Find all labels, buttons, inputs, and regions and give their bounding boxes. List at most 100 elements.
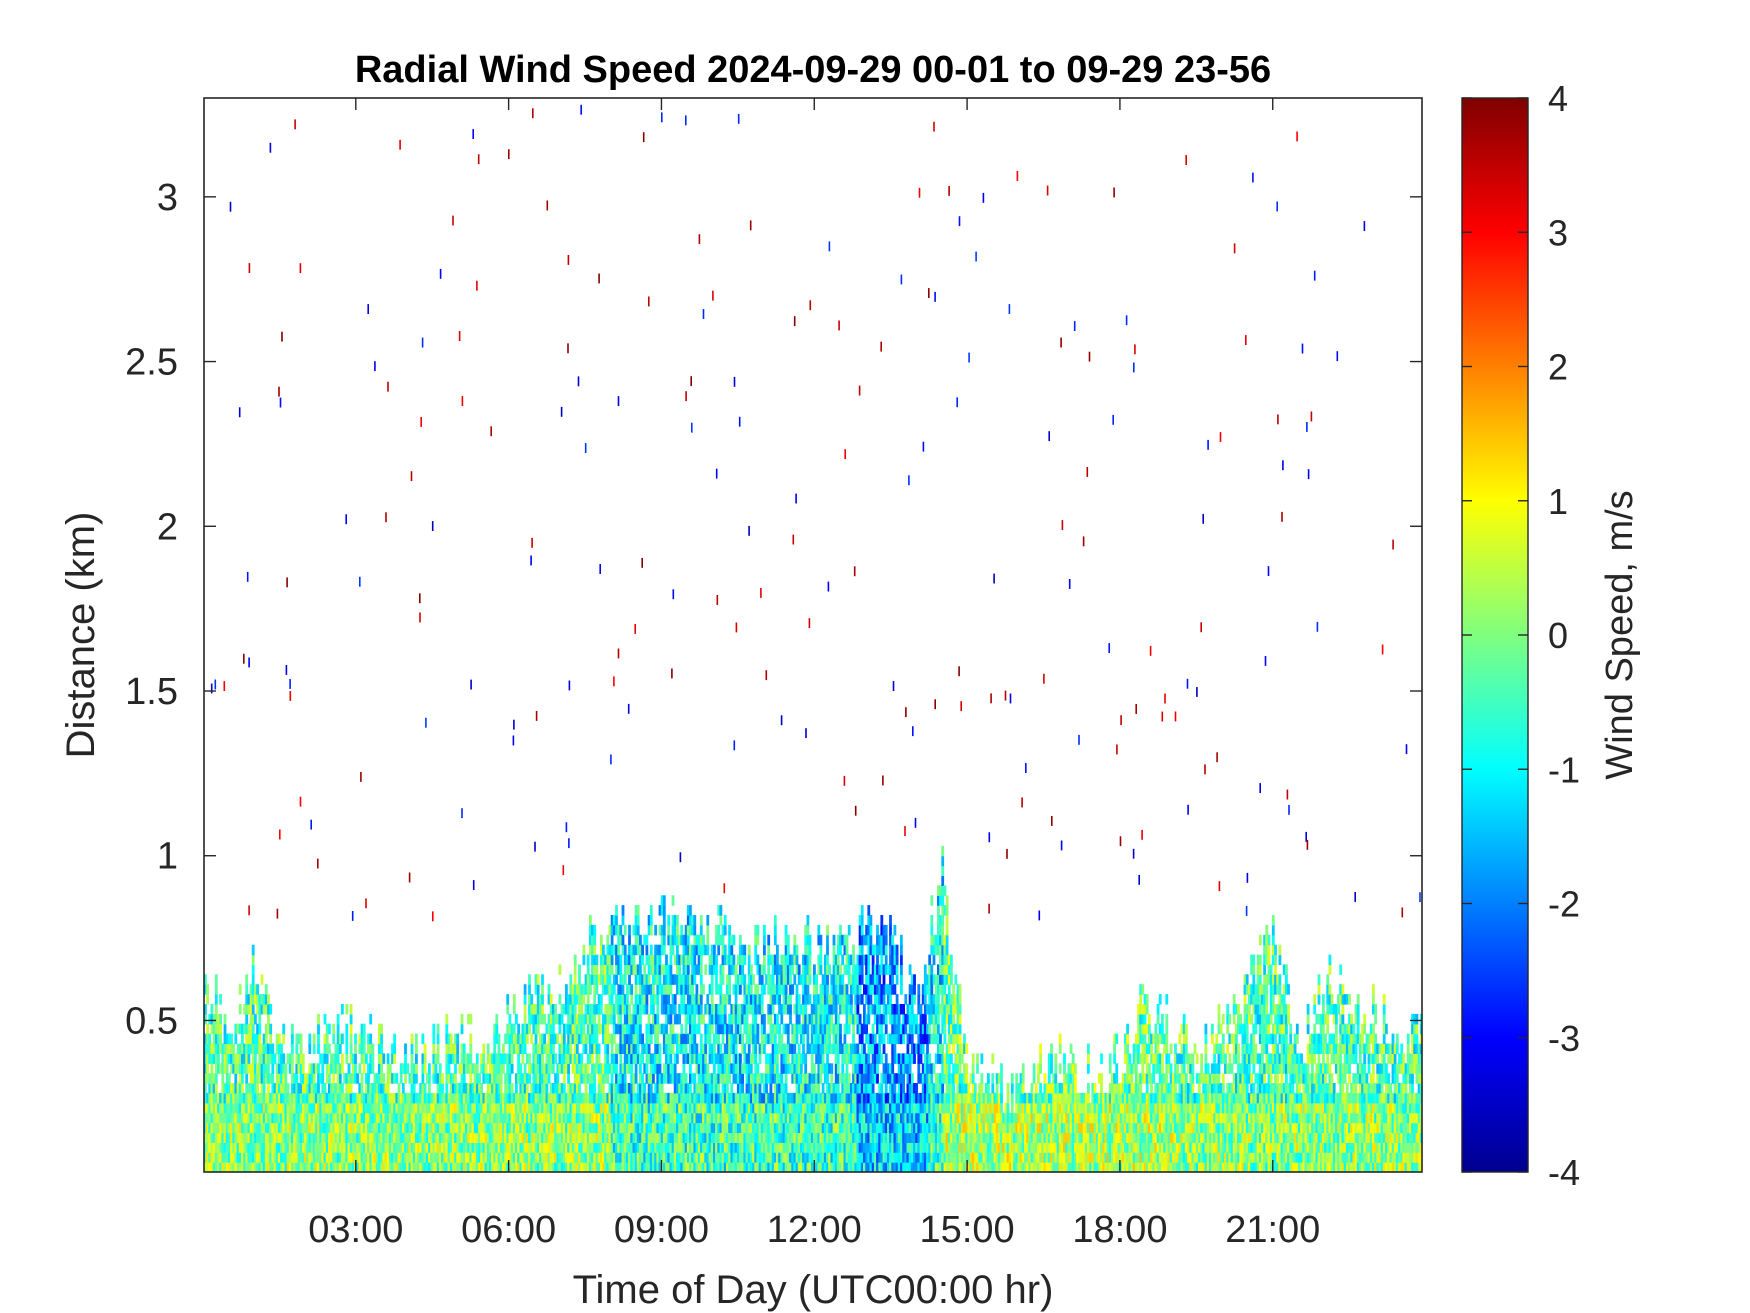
heatmap-cell <box>719 1063 723 1074</box>
heatmap-cell <box>395 1112 399 1124</box>
heatmap-cell <box>558 1063 562 1074</box>
heatmap-cell <box>530 1152 534 1163</box>
heatmap-cell <box>286 1053 290 1064</box>
heatmap-cell <box>354 1073 357 1084</box>
heatmap-cell <box>767 1004 771 1015</box>
heatmap-cell <box>223 1063 227 1074</box>
heatmap-cell <box>241 1033 244 1045</box>
heatmap-cell <box>802 984 805 995</box>
heatmap-cell <box>606 934 610 946</box>
heatmap-cell <box>438 1063 442 1074</box>
heatmap-cell <box>852 1043 855 1054</box>
heatmap-cell <box>480 1102 483 1114</box>
heatmap-cell <box>608 954 612 966</box>
heatmap-cell <box>341 1142 344 1153</box>
heatmap-cell <box>264 994 268 1005</box>
heatmap-cell <box>863 1102 866 1114</box>
heatmap-cell <box>667 1033 671 1045</box>
heatmap-cell <box>245 1033 249 1045</box>
heatmap-cell <box>541 974 544 985</box>
heatmap-cell <box>221 1083 225 1094</box>
heatmap-cell <box>667 1112 671 1124</box>
heatmap-cell <box>739 1013 742 1025</box>
heatmap-cell <box>769 1142 773 1153</box>
heatmap-cell <box>856 1023 860 1035</box>
heatmap-cell <box>836 1152 840 1163</box>
heatmap-cell <box>362 1023 366 1035</box>
heatmap-cell <box>432 1073 436 1084</box>
heatmap-cell <box>488 1112 492 1124</box>
heatmap-cell <box>836 1083 840 1094</box>
heatmap-cell <box>304 1142 307 1153</box>
heatmap-cell <box>717 905 721 916</box>
heatmap-cell <box>510 1112 514 1124</box>
heatmap-cell <box>547 1112 551 1124</box>
heatmap-cell <box>656 1112 660 1124</box>
heatmap-cell <box>797 1102 801 1114</box>
heatmap-cell <box>593 1013 597 1025</box>
heatmap-cell <box>823 1162 827 1172</box>
heatmap-cell <box>295 1122 299 1134</box>
heatmap-cell <box>623 944 627 956</box>
heatmap-cell <box>571 1142 575 1153</box>
heatmap-cell <box>206 1063 209 1074</box>
heatmap-cell <box>656 1152 660 1163</box>
heatmap-cell <box>828 1162 831 1172</box>
heatmap-cell <box>230 1142 233 1153</box>
heatmap-cell <box>732 1132 736 1143</box>
heatmap-cell <box>619 1132 623 1143</box>
heatmap-cell <box>589 984 592 995</box>
heatmap-cell <box>717 1063 721 1074</box>
heatmap-cell <box>236 1053 240 1064</box>
heatmap-cell <box>647 954 651 966</box>
heatmap-cell <box>558 1142 562 1153</box>
heatmap-cell <box>258 994 262 1005</box>
heatmap-cell <box>264 1142 268 1153</box>
heatmap-cell <box>304 1092 307 1104</box>
heatmap-cell <box>847 954 851 966</box>
heatmap-cell <box>206 1142 209 1153</box>
heatmap-cell <box>560 1112 564 1124</box>
heatmap-cell <box>850 1013 853 1025</box>
heatmap-cell <box>673 1053 677 1064</box>
heatmap-cell <box>671 1092 675 1104</box>
heatmap-cell <box>591 924 594 936</box>
heatmap-cell <box>662 944 666 956</box>
heatmap-cell <box>580 1162 584 1172</box>
heatmap-cell <box>245 1092 249 1104</box>
heatmap-cell <box>628 924 631 936</box>
heatmap-cell <box>341 1132 344 1143</box>
heatmap-cell <box>658 1083 662 1094</box>
heatmap-cell <box>802 1102 805 1114</box>
heatmap-cell <box>699 1053 703 1064</box>
heatmap-cell <box>678 1162 681 1172</box>
heatmap-cell <box>782 1083 786 1094</box>
heatmap-cell <box>484 1073 488 1084</box>
heatmap-cell <box>264 1132 268 1143</box>
heatmap-cell <box>845 964 849 975</box>
heatmap-cell <box>756 984 760 995</box>
heatmap-cell <box>647 1092 651 1104</box>
heatmap-cell <box>643 1083 647 1094</box>
heatmap-cell <box>771 1152 775 1163</box>
heatmap-cell <box>839 984 842 995</box>
heatmap-cell <box>447 1092 451 1104</box>
heatmap-cell <box>863 1112 866 1124</box>
heatmap-cell <box>251 1092 255 1104</box>
heatmap-cell <box>684 1053 688 1064</box>
heatmap-cell <box>351 1132 355 1143</box>
heatmap-cell <box>830 1102 834 1114</box>
heatmap-cell <box>393 1053 396 1064</box>
heatmap-cell <box>332 1053 336 1064</box>
heatmap-cell <box>797 1142 801 1153</box>
heatmap-cell <box>828 1102 831 1114</box>
heatmap-cell <box>258 1122 262 1134</box>
heatmap-cell <box>682 1053 686 1064</box>
heatmap-cell <box>234 1152 238 1163</box>
heatmap-cell <box>665 974 668 985</box>
heatmap-cell <box>608 994 612 1005</box>
heatmap-cell <box>767 1122 771 1134</box>
heatmap-cell <box>232 1112 236 1124</box>
heatmap-cell <box>782 1102 786 1114</box>
heatmap-cell <box>589 1142 592 1153</box>
